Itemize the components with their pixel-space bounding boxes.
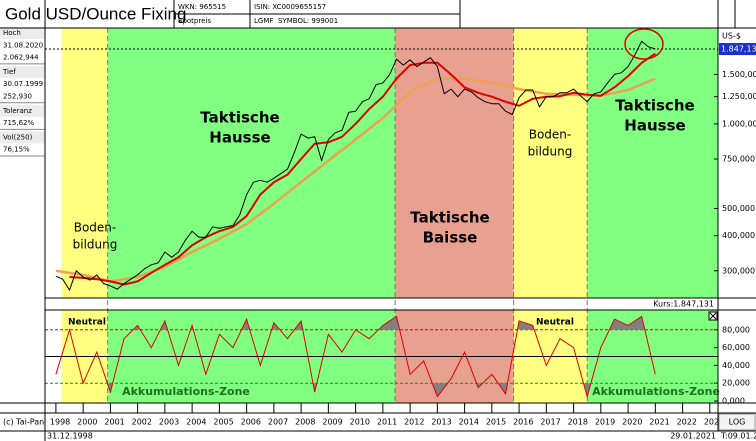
symbol: SYMBOL: 999001 bbox=[278, 17, 338, 25]
stat-label: Vol(250) bbox=[3, 133, 33, 141]
zone-label: Boden- bbox=[529, 128, 572, 142]
y-tick-label: 80,000 bbox=[722, 325, 750, 334]
annotation: Akkumulations-Zone bbox=[122, 385, 250, 398]
x-tick-label: 2022 bbox=[677, 418, 697, 427]
x-tick-label: 2020 bbox=[622, 418, 642, 427]
stat-header-bg bbox=[0, 27, 45, 39]
y-tick-label: 300,000 bbox=[722, 266, 755, 275]
stat-value: 252,930 bbox=[3, 93, 32, 101]
x-tick-label: 2012 bbox=[404, 418, 424, 427]
y-tick-label: 1.000,000 bbox=[722, 119, 756, 128]
zone-label: Taktische bbox=[615, 97, 694, 115]
y-tick-label: 40,000 bbox=[722, 361, 750, 370]
price-note: Kurs:1.847,131 bbox=[653, 300, 714, 309]
zone-label: Boden- bbox=[74, 221, 117, 235]
x-tick-label: 2013 bbox=[431, 418, 451, 427]
x-tick-label: 2011 bbox=[377, 418, 397, 427]
y-tick-label: 500,000 bbox=[722, 204, 755, 213]
annotation: Neutral bbox=[68, 318, 106, 328]
x-tick-label: 2010 bbox=[350, 418, 370, 427]
zone bbox=[395, 28, 514, 298]
wkn: WKN: 965515 bbox=[178, 3, 226, 11]
x-tick-label: 2004 bbox=[186, 418, 206, 427]
stat-value: 31.08.2020 bbox=[3, 41, 43, 49]
x-tick-label: 2007 bbox=[268, 418, 288, 427]
price-line bbox=[69, 52, 656, 286]
end-date: 29.01.2021 bbox=[670, 432, 716, 441]
stat-header-bg bbox=[0, 104, 45, 117]
x-tick-label: 2009 bbox=[322, 418, 342, 427]
kind: Spotpreis bbox=[178, 17, 211, 25]
x-tick-label: 1998 bbox=[50, 418, 70, 427]
x-tick-label: 2002 bbox=[132, 418, 152, 427]
zone-label: bildung bbox=[528, 145, 573, 159]
start-date: 31.12.1998 bbox=[47, 432, 93, 441]
stat-value: 715,62% bbox=[3, 119, 34, 127]
zone-label: Hausse bbox=[209, 129, 270, 147]
isin: ISIN: XC0009655157 bbox=[254, 3, 326, 11]
current-label: 1.847,131 bbox=[721, 45, 756, 54]
stat-value: 2.062,944 bbox=[3, 54, 39, 62]
current-label-bg bbox=[719, 43, 756, 56]
x-tick-label: 2001 bbox=[104, 418, 124, 427]
x-tick-label: 2006 bbox=[241, 418, 261, 427]
highlight-circle bbox=[624, 28, 664, 60]
x-tick-label: 2014 bbox=[459, 418, 479, 427]
price-line bbox=[55, 40, 656, 291]
zone-label: Baisse bbox=[423, 229, 478, 247]
copyright: (c) Tai-Pan bbox=[3, 418, 44, 427]
y-tick-label: 1.250,000 bbox=[722, 92, 756, 101]
x-tick-label: 2018 bbox=[568, 418, 588, 427]
zone bbox=[107, 28, 396, 298]
x-tick-label: 2008 bbox=[295, 418, 315, 427]
y-unit: US-$ bbox=[722, 32, 741, 41]
zone-label: Taktische bbox=[200, 109, 279, 127]
stat-header-bg bbox=[0, 131, 45, 144]
close-icon bbox=[709, 312, 717, 320]
y-tick-label: 20,000 bbox=[722, 379, 750, 388]
annotation: Akkumulations-Zone bbox=[592, 385, 720, 398]
x-tick-label: 2017 bbox=[540, 418, 560, 427]
stat-label: Toleranz bbox=[2, 107, 32, 115]
y-tick-label: 750,000 bbox=[722, 155, 755, 164]
x-tick-label: 2005 bbox=[213, 418, 233, 427]
scale-box[interactable] bbox=[718, 413, 756, 431]
stat-header-bg bbox=[0, 65, 45, 78]
x-tick-label: 2015 bbox=[486, 418, 506, 427]
zone-label: bildung bbox=[73, 238, 118, 252]
stat-value: 76,15% bbox=[3, 146, 30, 154]
zone bbox=[61, 28, 108, 298]
x-tick-label: 2016 bbox=[513, 418, 533, 427]
y-tick-label: 60,000 bbox=[722, 343, 750, 352]
annotation: Neutral bbox=[536, 318, 574, 328]
oscillator-line bbox=[55, 315, 656, 399]
stat-value: 30.07.1999 bbox=[3, 80, 43, 88]
x-tick-label: 202 bbox=[704, 418, 719, 427]
title: Gold USD/Ounce Fixing bbox=[5, 4, 186, 23]
y-tick-label: 0,000 bbox=[722, 397, 745, 406]
y-tick-label: 1.500,000 bbox=[722, 70, 756, 79]
stat-label: Hoch bbox=[3, 29, 21, 37]
x-tick-label: 2003 bbox=[159, 418, 179, 427]
zone bbox=[513, 28, 588, 298]
zone-label: Hausse bbox=[624, 117, 685, 135]
x-tick-label: 2000 bbox=[77, 418, 97, 427]
exchange: LGMF bbox=[254, 17, 273, 25]
y-tick-label: 400,000 bbox=[722, 231, 755, 240]
x-tick-label: 2019 bbox=[595, 418, 615, 427]
zones bbox=[61, 28, 718, 298]
zone-label: Taktische bbox=[410, 209, 489, 227]
layer: Hoch 31.08.2020 2.062,944 Tief 30.07.1999 252… bbox=[0, 27, 756, 427]
scale: LOG bbox=[729, 418, 746, 427]
zone bbox=[587, 28, 718, 298]
time: T:09.01.21 bbox=[720, 432, 756, 441]
stat-label: Tief bbox=[2, 68, 16, 76]
x-tick-label: 2021 bbox=[649, 418, 669, 427]
